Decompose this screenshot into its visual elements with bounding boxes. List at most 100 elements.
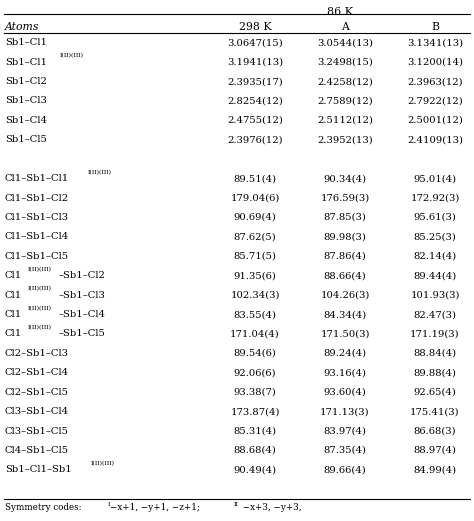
Text: 3.1200(14): 3.1200(14) [407,58,463,67]
Text: 95.01(4): 95.01(4) [413,174,456,183]
Text: 104.26(3): 104.26(3) [320,291,370,300]
Text: 86.68(3): 86.68(3) [414,427,456,436]
Text: 171.13(3): 171.13(3) [320,407,370,416]
Text: Sb1–Cl1: Sb1–Cl1 [5,38,47,47]
Text: 93.16(4): 93.16(4) [323,368,366,377]
Text: 87.35(4): 87.35(4) [323,446,366,455]
Text: 3.2498(15): 3.2498(15) [317,58,373,67]
Text: –Sb1–Cl4: –Sb1–Cl4 [58,310,105,319]
Text: 3.0544(13): 3.0544(13) [317,38,373,47]
Text: 3.1341(13): 3.1341(13) [407,38,463,47]
Text: Symmetry codes:: Symmetry codes: [5,503,84,513]
Text: Cl2–Sb1–Cl3: Cl2–Sb1–Cl3 [5,349,69,358]
Text: I: I [108,502,110,506]
Text: Atoms: Atoms [5,22,39,32]
Text: 89.66(4): 89.66(4) [324,465,366,475]
Text: Cl1–Sb1–Cl3: Cl1–Sb1–Cl3 [5,213,69,222]
Text: I(II)(III): I(II)(III) [59,53,83,58]
Text: I: I [108,502,110,506]
Text: 89.88(4): 89.88(4) [413,368,456,377]
Text: II: II [234,502,238,506]
Text: 2.8254(12): 2.8254(12) [227,96,283,105]
Text: –Sb1–Cl3: –Sb1–Cl3 [58,291,105,300]
Text: Symmetry codes:: Symmetry codes: [5,503,84,513]
Text: Sb1–Cl1: Sb1–Cl1 [5,58,47,67]
Text: 2.3952(13): 2.3952(13) [317,135,373,144]
Text: Cl3–Sb1–Cl5: Cl3–Sb1–Cl5 [5,427,69,436]
Text: I(II)(III): I(II)(III) [27,267,51,272]
Text: 2.3963(12): 2.3963(12) [407,77,463,86]
Text: Sb1–Cl5: Sb1–Cl5 [5,135,47,144]
Text: −x+1, −y+1, −z+1;: −x+1, −y+1, −z+1; [110,503,206,513]
Text: I(II)(III): I(II)(III) [27,287,51,291]
Text: 90.69(4): 90.69(4) [234,213,276,222]
Text: 2.3935(17): 2.3935(17) [227,77,283,86]
Text: 82.14(4): 82.14(4) [413,252,456,261]
Text: 3.0647(15): 3.0647(15) [227,38,283,47]
Text: Cl1: Cl1 [5,291,22,300]
Text: 83.55(4): 83.55(4) [234,310,276,319]
Text: B: B [431,22,439,32]
Text: 85.71(5): 85.71(5) [234,252,276,261]
Text: 83.97(4): 83.97(4) [323,427,366,436]
Text: 101.93(3): 101.93(3) [410,291,460,300]
Text: 87.85(3): 87.85(3) [324,213,366,222]
Text: 95.61(3): 95.61(3) [413,213,456,222]
Text: 2.3976(12): 2.3976(12) [227,135,283,144]
Text: 2.5112(12): 2.5112(12) [317,116,373,125]
Text: −x+1, −y+1, −z+1;: −x+1, −y+1, −z+1; [110,503,206,513]
Text: 298 K: 298 K [239,22,271,32]
Text: 84.99(4): 84.99(4) [413,465,456,475]
Text: I(II)(III): I(II)(III) [27,287,51,291]
Text: I(II)(III): I(II)(III) [27,325,51,330]
Text: Cl3–Sb1–Cl4: Cl3–Sb1–Cl4 [5,407,69,416]
Text: I(II)(III): I(II)(III) [27,267,51,272]
Text: Cl1: Cl1 [5,271,22,280]
Text: 2.4258(12): 2.4258(12) [317,77,373,86]
Text: 84.34(4): 84.34(4) [323,310,366,319]
Text: Cl2–Sb1–Cl5: Cl2–Sb1–Cl5 [5,388,69,396]
Text: 2.7922(12): 2.7922(12) [407,96,463,105]
Text: Cl1–Sb1–Cl4: Cl1–Sb1–Cl4 [5,232,69,241]
Text: 82.47(3): 82.47(3) [413,310,456,319]
Text: 93.38(7): 93.38(7) [234,388,276,396]
Text: 89.54(6): 89.54(6) [234,349,276,358]
Text: Sb1–Cl4: Sb1–Cl4 [5,116,47,125]
Text: 86 K: 86 K [327,7,353,17]
Text: Sb1–Cl3: Sb1–Cl3 [5,96,47,105]
Text: 89.44(4): 89.44(4) [413,271,456,280]
Text: 102.34(3): 102.34(3) [230,291,280,300]
Text: 172.92(3): 172.92(3) [410,193,460,203]
Text: I(II)(III): I(II)(III) [27,325,51,330]
Text: –Sb1–Cl2: –Sb1–Cl2 [58,271,105,280]
Text: 88.68(4): 88.68(4) [234,446,276,455]
Text: Cl4–Sb1–Cl5: Cl4–Sb1–Cl5 [5,446,69,455]
Text: 88.84(4): 88.84(4) [413,349,456,358]
Text: 2.4109(13): 2.4109(13) [407,135,463,144]
Text: –Sb1–Cl5: –Sb1–Cl5 [58,329,105,339]
Text: 2.5001(12): 2.5001(12) [407,116,463,125]
Text: I(II)(III): I(II)(III) [27,306,51,311]
Text: 89.98(3): 89.98(3) [324,232,366,241]
Text: 93.60(4): 93.60(4) [324,388,366,396]
Text: 85.31(4): 85.31(4) [233,427,276,436]
Text: I(II)(III): I(II)(III) [88,170,112,175]
Text: 90.34(4): 90.34(4) [323,174,366,183]
Text: Cl1: Cl1 [5,329,22,339]
Text: 87.86(4): 87.86(4) [324,252,366,261]
Text: I(II)(III): I(II)(III) [91,461,115,466]
Text: 89.24(4): 89.24(4) [323,349,366,358]
Text: 175.41(3): 175.41(3) [410,407,460,416]
Text: Sb1–Cl2: Sb1–Cl2 [5,77,47,86]
Text: I(II)(III): I(II)(III) [27,306,51,311]
Text: 2.4755(12): 2.4755(12) [227,116,283,125]
Text: 89.51(4): 89.51(4) [233,174,276,183]
Text: 90.49(4): 90.49(4) [233,465,276,475]
Text: 171.50(3): 171.50(3) [320,329,370,339]
Text: 171.19(3): 171.19(3) [410,329,460,339]
Text: 87.62(5): 87.62(5) [234,232,276,241]
Text: 171.04(4): 171.04(4) [230,329,280,339]
Text: 91.35(6): 91.35(6) [234,271,276,280]
Text: 92.06(6): 92.06(6) [234,368,276,377]
Text: A: A [341,22,349,32]
